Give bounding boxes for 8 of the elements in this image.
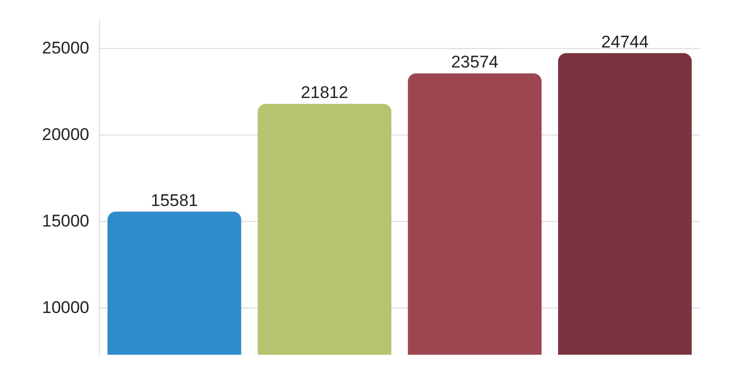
y-tick-label: 20000 (42, 124, 90, 144)
data-label: 15581 (150, 190, 198, 210)
data-label: 24744 (601, 32, 649, 52)
y-tick-label: 25000 (42, 38, 90, 58)
y-tick-label: 15000 (42, 211, 90, 230)
data-label: 23574 (451, 52, 498, 72)
y-tick-label: 10000 (42, 298, 90, 317)
data-label: 21812 (300, 83, 348, 102)
